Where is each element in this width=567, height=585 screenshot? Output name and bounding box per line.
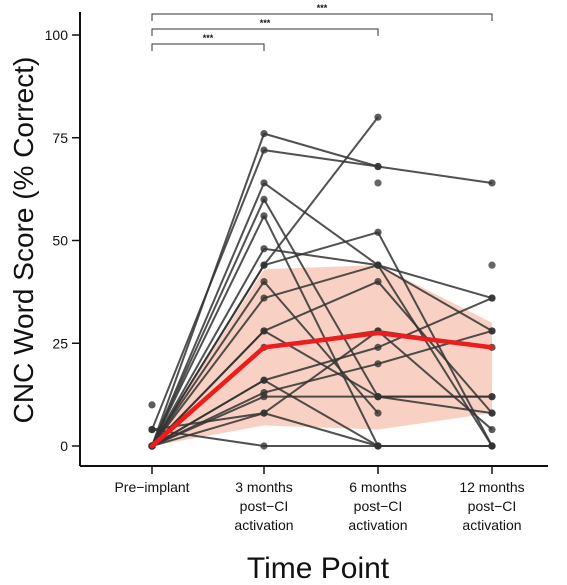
x-axis-title: Time Point: [247, 552, 390, 585]
participant-point: [260, 376, 268, 384]
participant-point: [374, 113, 382, 121]
significance-bracket: [151, 43, 265, 51]
participant-line-segment: [263, 280, 379, 414]
x-tick-label: 6 months: [349, 479, 407, 495]
participant-line-segment: [377, 264, 493, 447]
participant-point: [488, 442, 496, 450]
participant-point: [374, 179, 382, 187]
x-tick-label: Pre−implant: [114, 479, 189, 495]
x-tick-label: activation: [462, 517, 521, 533]
participant-line-segment: [263, 247, 379, 267]
significance-label: ***: [317, 3, 328, 13]
x-tick-label: 3 months: [235, 479, 293, 495]
participant-point: [488, 425, 496, 434]
participant-point: [148, 401, 156, 409]
participant-point: [260, 179, 268, 187]
participant-point: [260, 294, 268, 302]
participant-point: [488, 327, 496, 335]
participant-point: [488, 409, 496, 417]
participant-point: [374, 393, 382, 401]
participant-line-segment: [151, 264, 265, 447]
participant-point: [148, 425, 156, 434]
significance-bracket: [151, 28, 379, 36]
participant-line-segment: [151, 198, 265, 447]
participant-line-segment: [263, 149, 379, 168]
participant-line-segment: [377, 264, 493, 332]
participant-point: [374, 261, 382, 269]
participant-point: [260, 245, 268, 253]
y-tick-label: 75: [52, 130, 68, 146]
y-axis-title: CNC Word Score (% Correct): [8, 57, 39, 424]
participant-line-segment: [263, 330, 379, 414]
participant-point: [374, 278, 382, 286]
participant-line-segment: [151, 215, 265, 447]
participant-line-segment: [263, 231, 379, 267]
participant-point: [260, 393, 268, 401]
participant-line-segment: [377, 297, 493, 349]
x-tick-label: post−CI: [354, 498, 403, 514]
participant-point: [374, 360, 382, 368]
participant-line-segment: [151, 379, 265, 447]
y-tick-label: 25: [52, 335, 68, 351]
participant-point: [488, 261, 496, 269]
significance-label: ***: [203, 33, 214, 43]
participant-line-segment: [151, 248, 265, 447]
participant-point: [260, 327, 268, 335]
participant-line-segment: [263, 116, 379, 266]
x-tick-label: 12 months: [459, 479, 524, 495]
participant-point: [488, 179, 496, 187]
participant-point: [374, 442, 382, 450]
participant-point: [488, 294, 496, 302]
participant-line-segment: [151, 182, 265, 447]
x-tick-label: activation: [234, 517, 293, 533]
mean-line-layer: [149, 330, 495, 449]
participant-line-segment: [263, 215, 379, 447]
mean-line: [149, 330, 495, 449]
x-tick-label: post−CI: [240, 498, 289, 514]
participant-line-segment: [151, 297, 265, 447]
y-tick-label: 100: [45, 27, 69, 43]
participant-point: [260, 146, 268, 154]
participant-point: [374, 343, 382, 351]
participant-point: [260, 409, 268, 417]
participant-line-segment: [263, 280, 379, 332]
participant-line-segment: [263, 264, 379, 300]
y-tick-label: 0: [60, 438, 68, 454]
participant-line-segment: [263, 362, 379, 394]
participant-line-segment: [377, 264, 493, 300]
participant-line-segment: [151, 281, 265, 447]
individual-lines: [151, 116, 493, 447]
participant-point: [374, 228, 382, 236]
participant-line-segment: [263, 198, 379, 398]
participant-point: [260, 442, 268, 450]
x-tick-label: post−CI: [468, 498, 517, 514]
participant-line-segment: [151, 149, 265, 430]
participant-line-segment: [263, 379, 379, 447]
participant-line-segment: [263, 412, 379, 447]
participant-point: [260, 261, 268, 269]
participant-line-segment: [263, 182, 379, 266]
x-tick-label: activation: [348, 517, 407, 533]
participant-line-segment: [377, 329, 493, 365]
participant-point: [260, 195, 268, 203]
axes: 0 25 50 75 100 Pre−implant 3 months post−CI acti…: [45, 12, 548, 533]
y-tick-label: 50: [52, 233, 68, 249]
participant-point: [260, 212, 268, 220]
participant-point: [374, 162, 382, 171]
participant-line-segment: [377, 165, 493, 184]
participant-line-segment: [263, 132, 379, 168]
significance-label: ***: [260, 18, 271, 28]
participant-point: [488, 393, 496, 401]
participant-point: [260, 130, 268, 138]
significance-brackets: *** *** ***: [151, 3, 493, 51]
significance-bracket: [151, 13, 493, 21]
participant-point: [260, 278, 268, 286]
participant-point: [374, 409, 382, 417]
participant-line-segment: [377, 330, 493, 431]
participant-line-segment: [151, 412, 265, 447]
participant-line-segment: [263, 346, 379, 382]
